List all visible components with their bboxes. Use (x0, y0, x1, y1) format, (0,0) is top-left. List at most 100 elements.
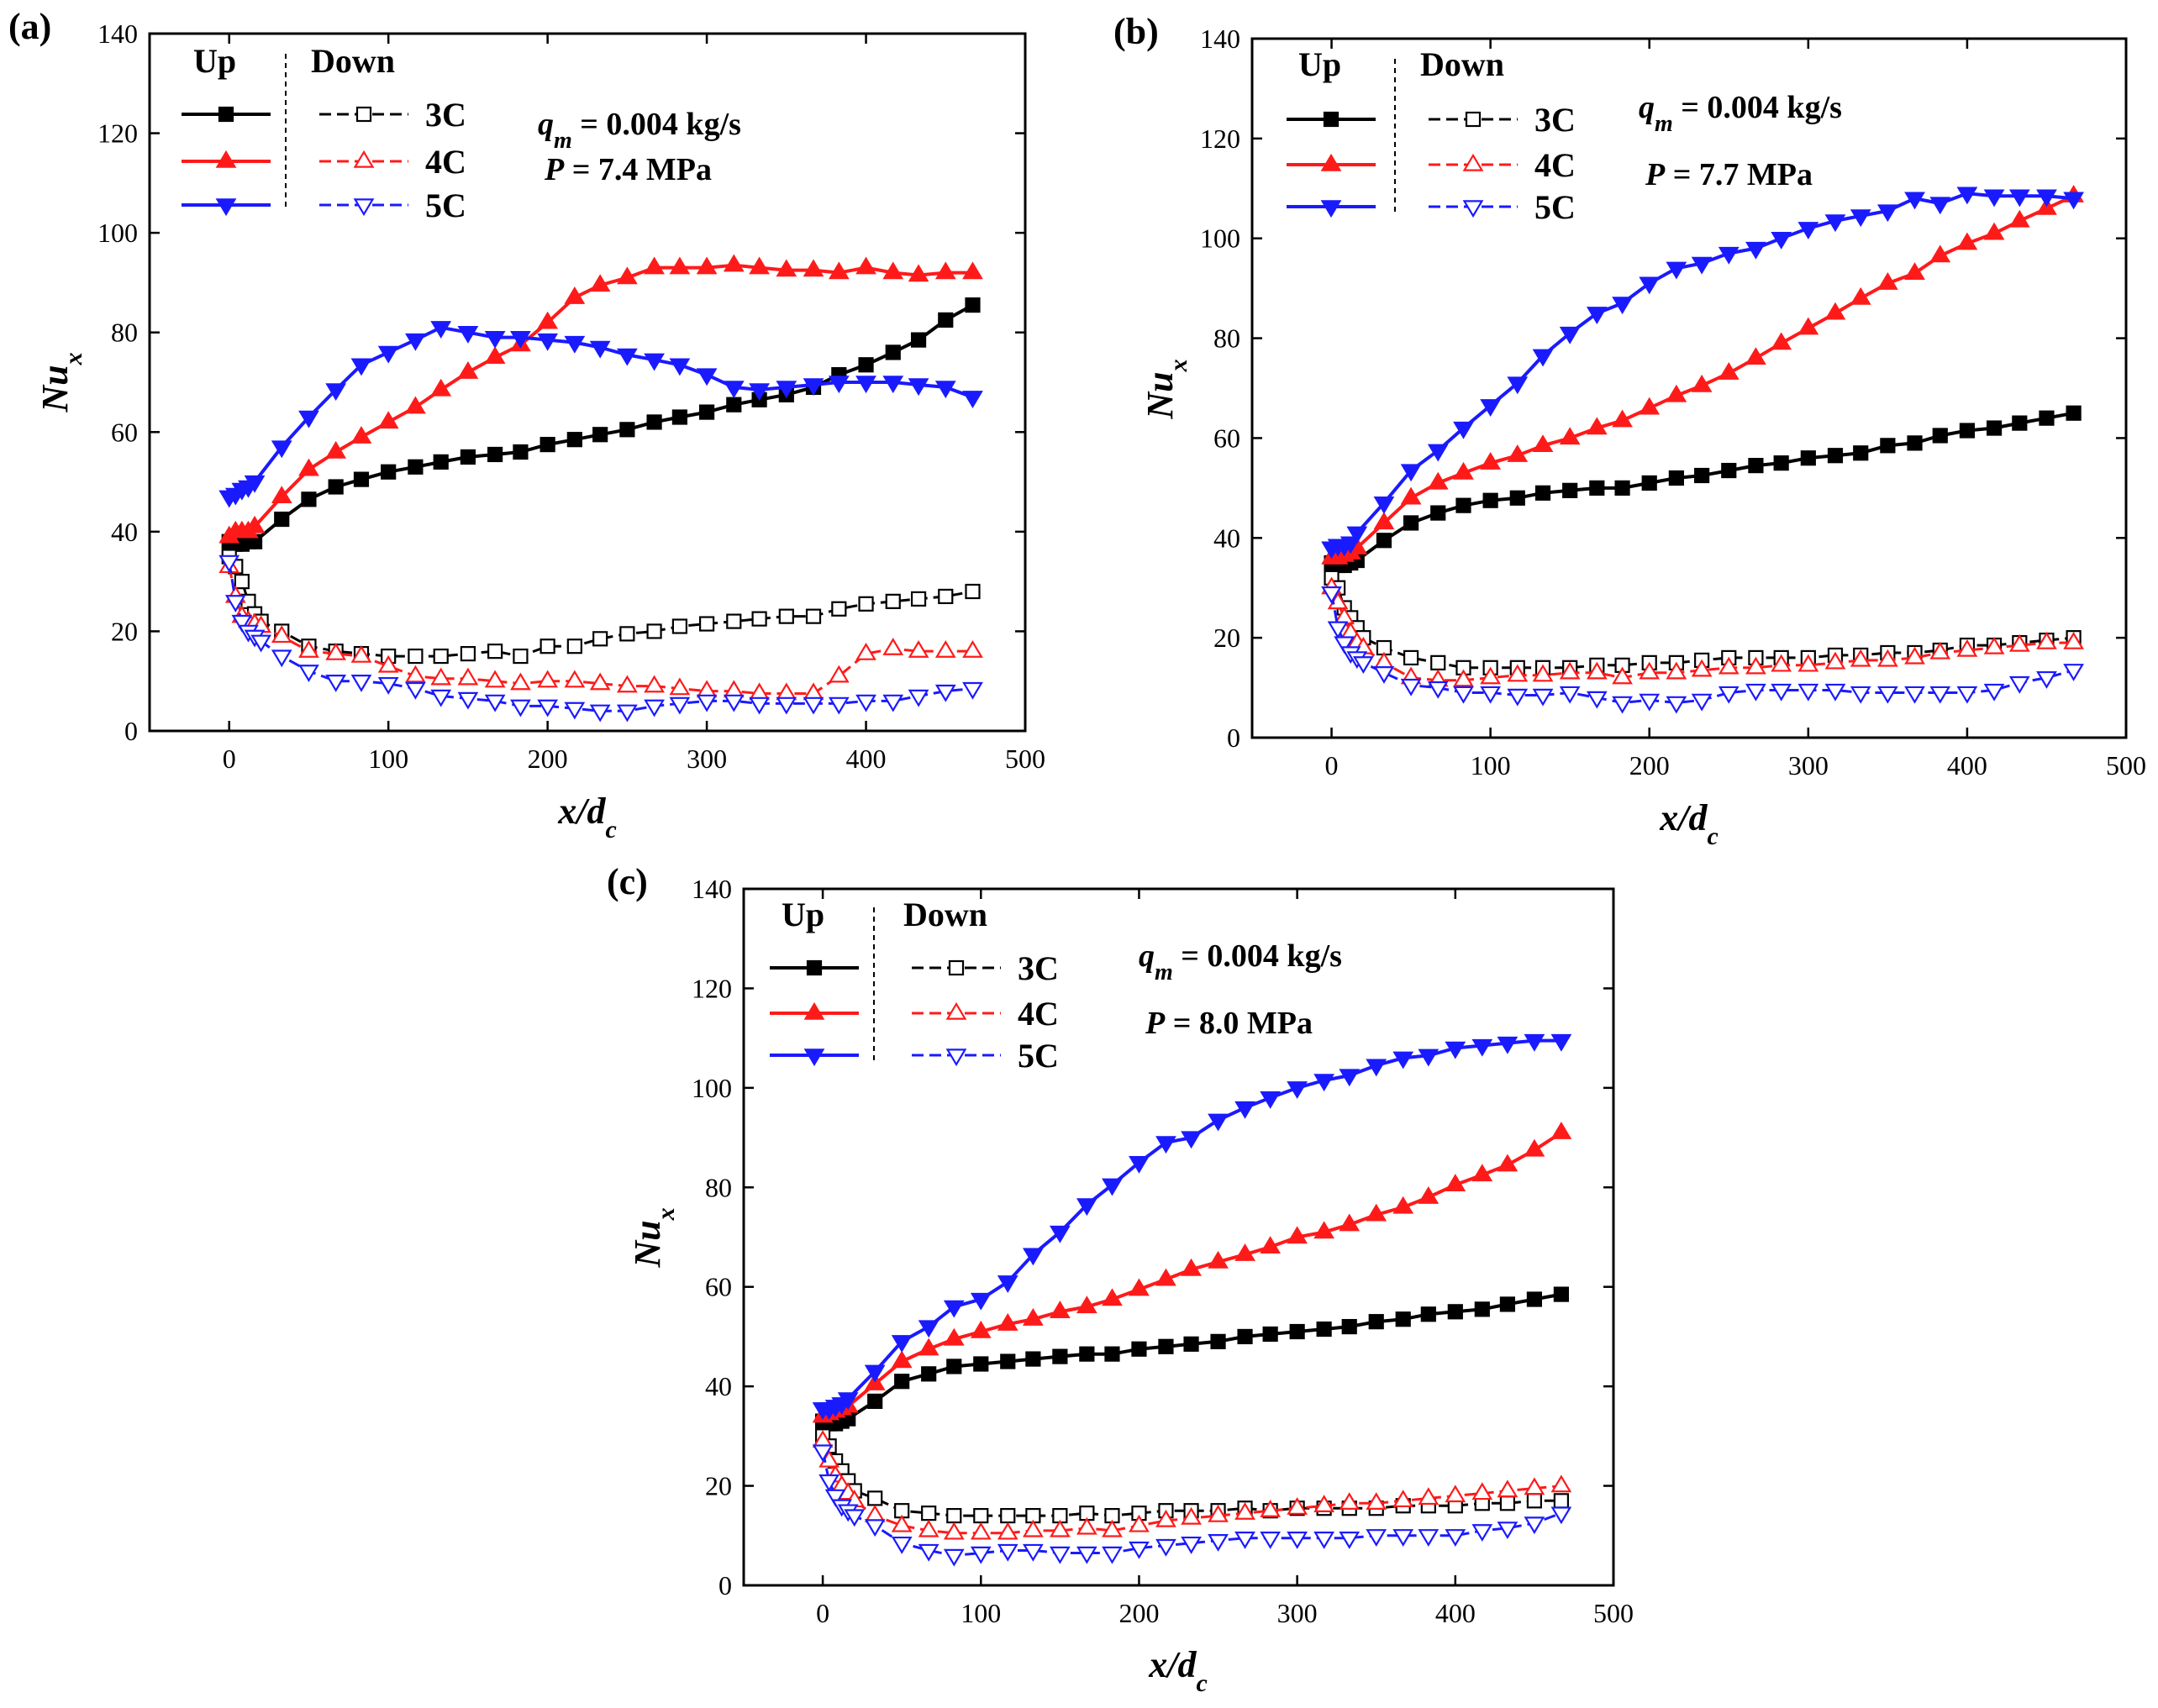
data-point-4C-down (1771, 654, 1792, 672)
data-point-5C-down (1983, 683, 2005, 702)
data-point-5C-up (1373, 496, 1395, 514)
data-point-3C-up (973, 1356, 989, 1372)
data-point-4C-up (1427, 471, 1449, 490)
data-point-4C-up (1373, 512, 1395, 530)
data-point-3C-down (1526, 1493, 1543, 1509)
data-point-4C-up (1076, 1295, 1097, 1314)
x-tick-label: 300 (1788, 750, 1829, 780)
data-point-3C-up (619, 422, 635, 438)
data-point-3C-down (885, 593, 901, 609)
series-4C-down (812, 1430, 1572, 1540)
y-axis-title-main: Nu (627, 1220, 668, 1268)
y-tick-label: 0 (718, 1570, 732, 1600)
data-point-5C-down (864, 1519, 886, 1537)
data-point-5C-up (1049, 1225, 1071, 1243)
data-point-3C-up (274, 511, 290, 528)
data-point-5C-up (918, 1320, 940, 1338)
data-point-3C-up (938, 312, 954, 328)
data-point-4C-up (1234, 1243, 1255, 1261)
data-point-5C-up (776, 381, 797, 399)
data-point-5C-up (1400, 464, 1422, 482)
legend-label-5C: 5C (1534, 188, 1576, 226)
data-point-4C-up (1339, 1213, 1361, 1232)
data-point-3C-up (1853, 445, 1869, 461)
data-point-5C-up (1507, 376, 1529, 395)
y-tick-label: 60 (111, 417, 138, 447)
data-point-3C-down (831, 601, 847, 617)
data-point-5C-down (1400, 678, 1422, 696)
data-point-4C-down (589, 672, 611, 691)
data-point-4C-down (1076, 1516, 1097, 1535)
data-point-5C-down (564, 702, 586, 720)
data-point-4C-down (1480, 666, 1502, 685)
data-point-3C-down (513, 648, 529, 665)
data-point-4C-down (1471, 1482, 1493, 1500)
data-point-5C-up (1532, 349, 1554, 367)
data-point-3C-down (778, 608, 794, 624)
data-point-4C-down (1445, 1485, 1466, 1503)
data-point-4C-down (1049, 1519, 1071, 1537)
data-point-4C-up (484, 346, 506, 365)
y-axis-title: Nux (34, 352, 87, 413)
data-point-3C-down (973, 1507, 989, 1524)
data-point-4C-down (855, 642, 876, 660)
x-tick-label: 500 (1005, 744, 1045, 774)
flow-symbol: q (538, 107, 554, 142)
data-point-3C-up (2012, 415, 2028, 431)
legend-label-5C: 5C (425, 187, 466, 224)
data-point-4C-down (776, 682, 797, 701)
data-point-3C-up (910, 332, 927, 348)
legend-label-5C: 5C (1018, 1037, 1059, 1075)
chart-panel-3: 0 100 200 300 400 500 0 20 40 60 80 100 120 140 x/dc Nu… (627, 874, 1634, 1697)
data-point-5C-down (1181, 1536, 1202, 1554)
data-point-3C-up (566, 432, 582, 448)
data-point-5C-up (803, 378, 824, 397)
y-tick-label: 100 (692, 1073, 732, 1103)
data-point-4C-up (855, 256, 876, 275)
data-point-4C-down (1824, 651, 1846, 670)
data-point-5C-up (2036, 189, 2057, 208)
data-point-3C-down (946, 1507, 962, 1524)
data-point-3C-up (1447, 1304, 1463, 1320)
data-point-4C-down (1507, 664, 1529, 682)
data-point-4C-down (484, 670, 506, 688)
data-point-4C-down (1155, 1509, 1176, 1527)
data-point-3C-up (1553, 1286, 1570, 1302)
data-point-5C-down (644, 699, 665, 717)
x-tick-label: 0 (223, 744, 236, 774)
data-point-5C-down (2036, 670, 2057, 689)
legend-marker-down-3C (948, 959, 965, 976)
data-point-3C-down (234, 574, 250, 590)
data-point-3C-up (1237, 1328, 1253, 1345)
data-point-3C-up (1589, 480, 1605, 496)
data-point-3C-down (671, 618, 687, 634)
data-point-4C-up (1639, 397, 1661, 415)
x-axis-title-sub: c (1196, 1669, 1207, 1697)
data-point-3C-up (1694, 467, 1710, 484)
data-point-5C-up (1586, 307, 1608, 325)
data-point-4C-down (1983, 636, 2005, 654)
legend-marker-down-4C (945, 1001, 967, 1020)
data-point-3C-up (1721, 462, 1737, 479)
data-point-5C-down (218, 554, 240, 573)
data-point-5C-up (1718, 246, 1740, 265)
data-point-5C-down (1507, 688, 1529, 707)
y-tick-label: 100 (97, 218, 138, 248)
data-point-4C-up (1208, 1250, 1229, 1269)
data-point-4C-up (1445, 1174, 1466, 1192)
data-point-5C-up (1471, 1038, 1493, 1057)
data-point-5C-up (1691, 256, 1713, 275)
data-point-5C-down (908, 689, 929, 707)
y-tick-label: 40 (111, 517, 138, 547)
data-point-4C-up (1824, 302, 1846, 320)
data-point-3C-up (1482, 492, 1498, 508)
data-point-4C-up (1453, 461, 1474, 480)
data-point-4C-up (298, 458, 319, 476)
data-point-4C-down (997, 1521, 1018, 1540)
data-point-4C-down (1234, 1501, 1255, 1520)
data-point-4C-up (1102, 1288, 1123, 1306)
data-point-4C-down (669, 677, 691, 696)
data-point-4C-up (271, 486, 292, 504)
data-point-4C-up (2008, 209, 2030, 228)
